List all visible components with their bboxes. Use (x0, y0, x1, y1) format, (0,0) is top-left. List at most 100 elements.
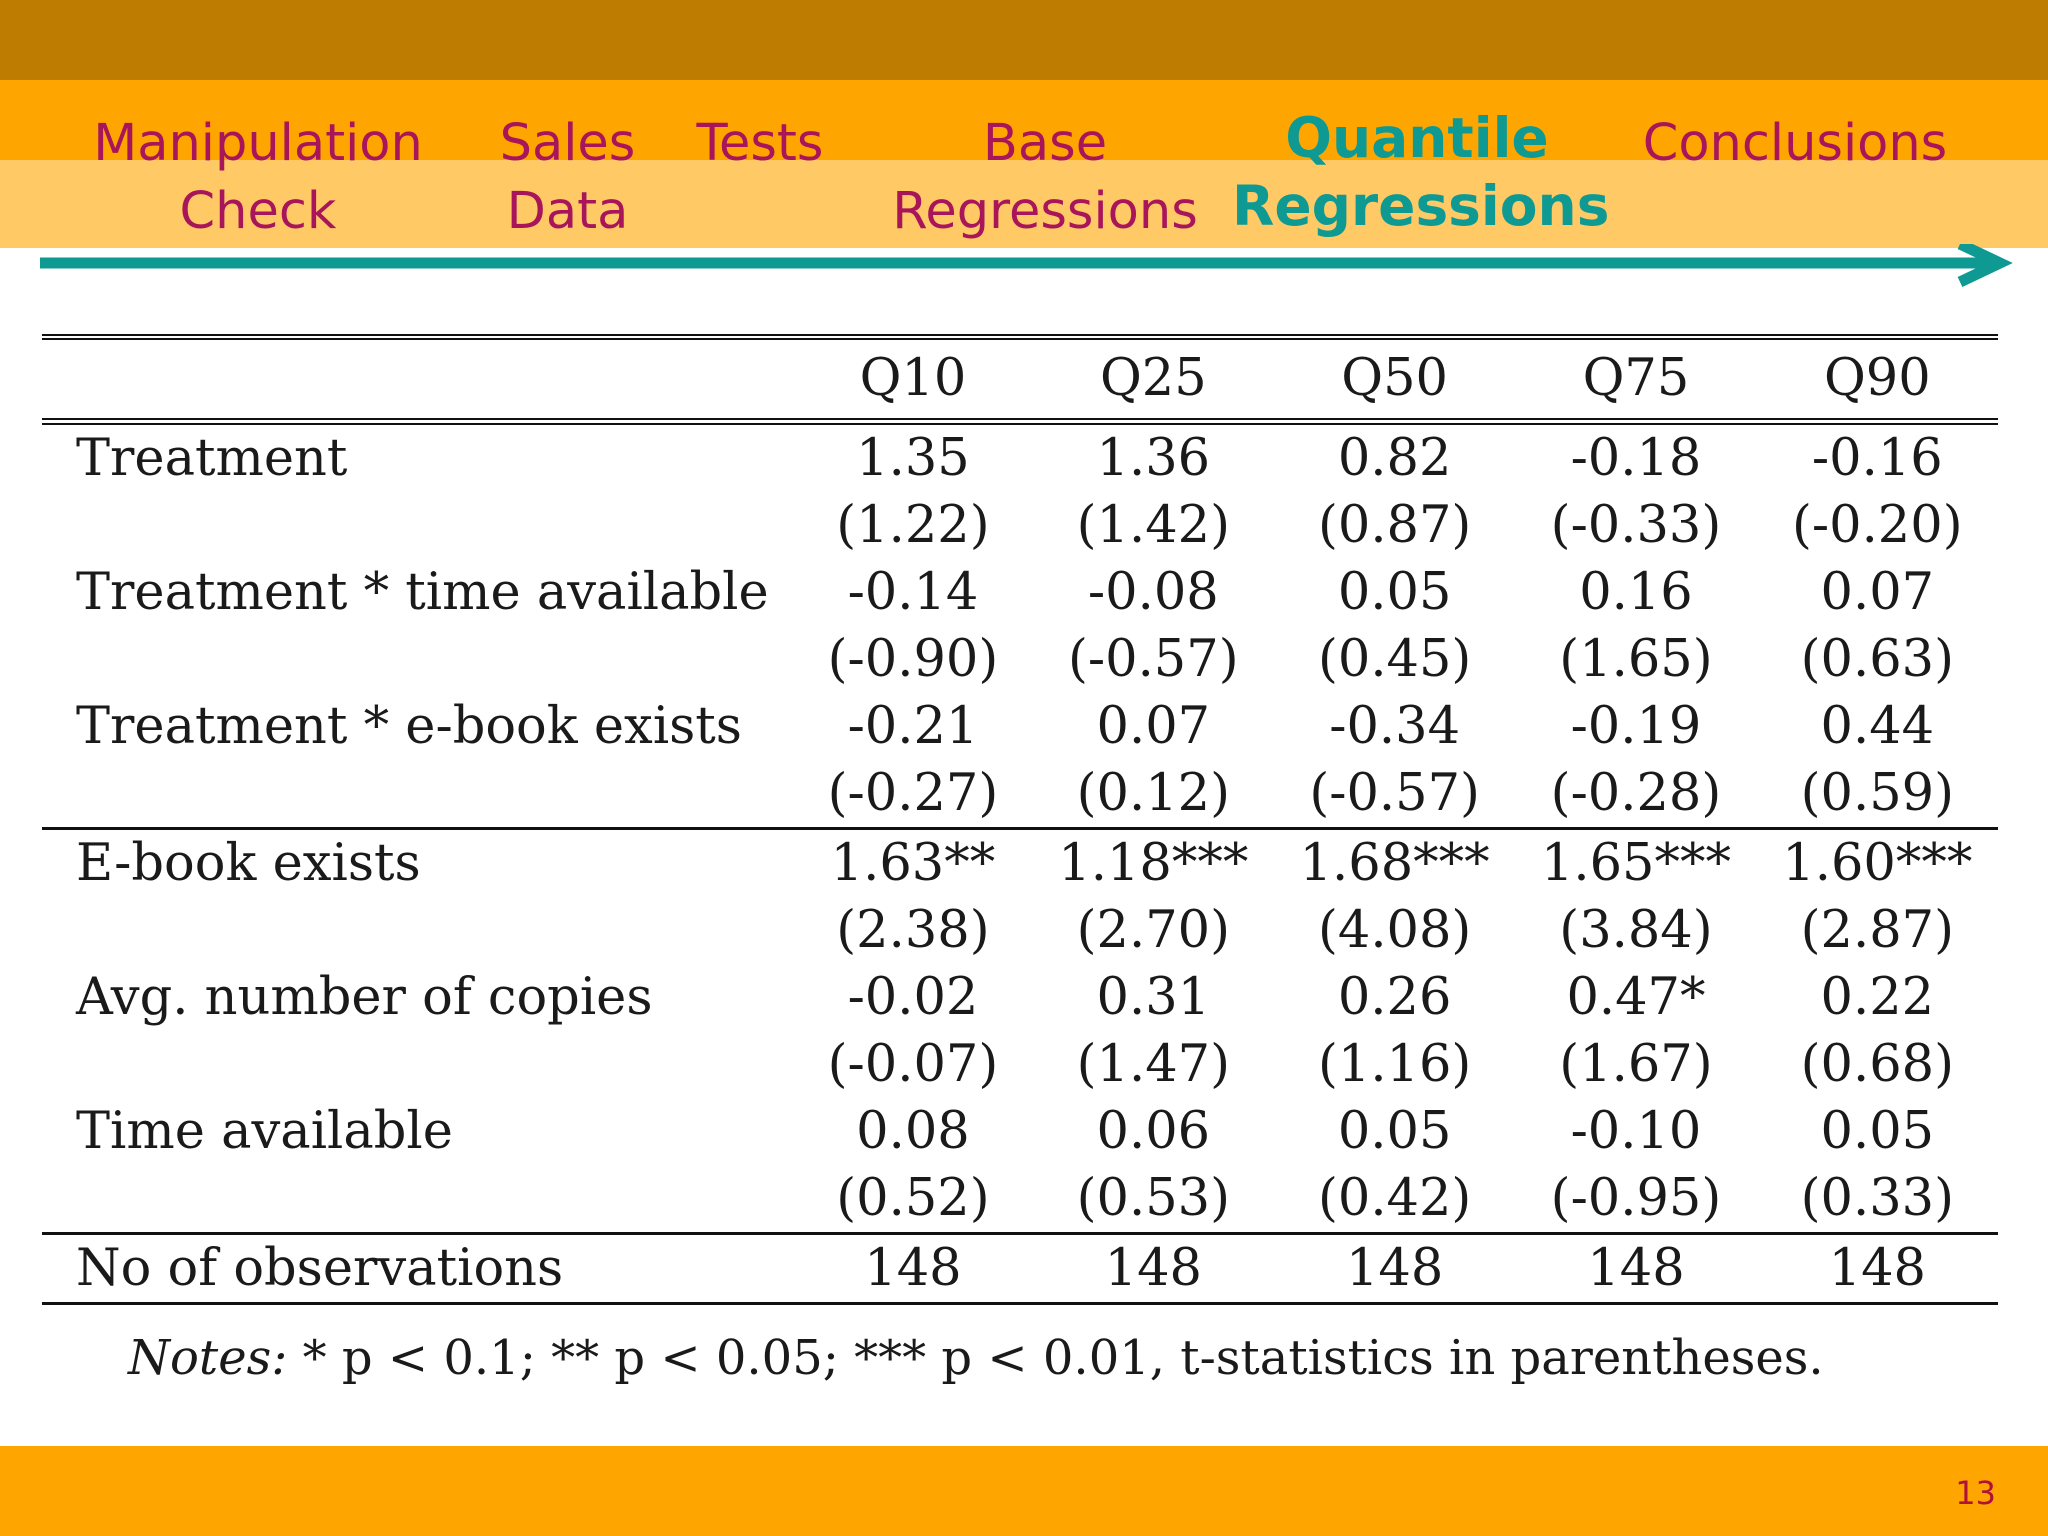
row-label: Treatment * e-book exists (76, 697, 742, 756)
table-cell: 0.08 (856, 1102, 970, 1161)
table-row: (-0.07) (1.47) (1.16) (1.67) (0.68) (42, 1031, 1998, 1098)
table-cell: (-0.57) (1068, 630, 1239, 689)
table-cell: (-0.07) (827, 1035, 999, 1094)
table-cell: 0.16 (1579, 563, 1693, 622)
nav-item-line2: Tests (696, 114, 824, 173)
table-row: (2.38) (2.70) (4.08) (3.84) (2.87) (42, 897, 1998, 964)
row-label: No of observations (76, 1239, 564, 1298)
table-cell: (-0.28) (1550, 764, 1722, 823)
row-label (42, 1031, 793, 1098)
table-cell: (3.84) (1559, 901, 1713, 960)
table-header-row: Q10 Q25 Q50 Q75 Q90 (42, 337, 1998, 422)
header-band-dark (0, 0, 2048, 80)
table-cell: 0.44 (1820, 697, 1935, 756)
table-cell: (4.08) (1317, 901, 1472, 960)
table-cell: 0.47* (1566, 968, 1706, 1027)
nav-item-line1: Quantile (1285, 106, 1549, 170)
table-row: (0.52) (0.53) (0.42) (-0.95) (0.33) (42, 1165, 1998, 1234)
table-cell: (2.38) (836, 901, 990, 960)
row-label: Treatment (76, 429, 348, 488)
row-label (42, 760, 793, 829)
table-cell: 1.60*** (1782, 834, 1973, 893)
nav-item-sales-data[interactable]: Sales Data (480, 110, 655, 246)
nav-item-line2: Data (506, 182, 629, 241)
column-header: Q50 (1341, 349, 1448, 408)
table-cell: -0.18 (1570, 429, 1702, 488)
table-row: Avg. number of copies -0.02 0.31 0.26 0.47* 0… (42, 964, 1998, 1031)
table-cell: 0.05 (1337, 563, 1452, 622)
table-cell: 0.26 (1337, 968, 1452, 1027)
column-header: Q10 (859, 349, 967, 408)
table-cell: 1.35 (856, 429, 970, 488)
table-row: (-0.90) (-0.57) (0.45) (1.65) (0.63) (42, 626, 1998, 693)
table-row: (-0.27) (0.12) (-0.57) (-0.28) (0.59) (42, 760, 1998, 829)
table-cell: 0.07 (1096, 697, 1211, 756)
quantile-regression-table: Q10 Q25 Q50 Q75 Q90 Treatment 1.35 1.36 0.8… (42, 334, 1998, 1305)
table-row: Time available 0.08 0.06 0.05 -0.10 0.05 (42, 1098, 1998, 1165)
table-cell: -0.21 (847, 697, 979, 756)
table-cell: (0.68) (1800, 1035, 1954, 1094)
table-cell: (-0.27) (827, 764, 999, 823)
table-cell: 148 (864, 1239, 962, 1298)
nav-item-manipulation-check[interactable]: Manipulation Check (78, 110, 438, 246)
table-cell: (0.53) (1076, 1169, 1230, 1228)
table-cell: 148 (1104, 1239, 1202, 1298)
table-cell: (1.22) (836, 496, 990, 555)
table-row: Treatment * e-book exists -0.21 0.07 -0.34 -… (42, 693, 1998, 760)
nav-item-tests[interactable]: Tests (680, 110, 840, 178)
nav-item-base-regressions[interactable]: Base Regressions (880, 110, 1210, 246)
table-row: E-book exists 1.63** 1.18*** 1.68*** 1.65***… (42, 828, 1998, 898)
table-cell: (-0.33) (1550, 496, 1722, 555)
table-cell: 1.63** (830, 834, 996, 893)
table-cell: 0.06 (1096, 1102, 1211, 1161)
table-cell: (1.65) (1559, 630, 1713, 689)
table-cell: 0.05 (1337, 1102, 1452, 1161)
table-cell: (0.33) (1800, 1169, 1954, 1228)
table-cell: (0.45) (1317, 630, 1472, 689)
page-number: 13 (1955, 1474, 1996, 1512)
row-label: Treatment * time available (76, 563, 769, 622)
nav-item-line1: Manipulation (93, 114, 423, 173)
table-cell: (1.67) (1559, 1035, 1713, 1094)
table-cell: (0.59) (1800, 764, 1954, 823)
table-cell: (-0.57) (1309, 764, 1480, 823)
nav-item-line2: Conclusions (1642, 114, 1948, 173)
nav-item-line2: Regressions (892, 182, 1198, 241)
table-cell: -0.16 (1811, 429, 1943, 488)
table-cell: -0.19 (1570, 697, 1702, 756)
table-cell: 1.68*** (1299, 834, 1490, 893)
table-cell: -0.34 (1329, 697, 1461, 756)
nav-item-quantile-regressions[interactable]: Quantile Regressions (1232, 104, 1610, 240)
table-cell: 0.82 (1337, 429, 1452, 488)
table-cell: 148 (1587, 1239, 1685, 1298)
nav-item-conclusions[interactable]: Conclusions (1630, 110, 1960, 178)
table-notes: Notes: * p < 0.1; ** p < 0.05; *** p < 0… (128, 1330, 2008, 1386)
row-label: E-book exists (76, 834, 421, 893)
row-label (42, 897, 793, 964)
header-band-light (0, 160, 2048, 248)
table-cell: -0.10 (1570, 1102, 1702, 1161)
table-cell: 0.07 (1820, 563, 1935, 622)
table-cell: (0.87) (1317, 496, 1472, 555)
nav-item-line1: Sales (499, 114, 636, 173)
table-cell: 148 (1345, 1239, 1444, 1298)
row-label: Avg. number of copies (76, 968, 653, 1027)
column-header: Q90 (1823, 349, 1931, 408)
header-band-mid (0, 80, 2048, 160)
table-cell: -0.14 (847, 563, 979, 622)
nav-item-line2: Regressions (1232, 174, 1610, 238)
row-label (42, 492, 793, 559)
table-cell: (-0.20) (1792, 496, 1963, 555)
table-cell: 0.22 (1820, 968, 1935, 1027)
notes-lead: Notes: (128, 1330, 288, 1386)
nav-item-line1: Base (982, 114, 1108, 173)
row-label: Time available (76, 1102, 453, 1161)
table-cell: (2.70) (1076, 901, 1230, 960)
row-label (42, 626, 793, 693)
column-header: Q75 (1582, 349, 1690, 408)
table-cell: 148 (1828, 1239, 1926, 1298)
table-cell: (0.52) (836, 1169, 990, 1228)
table-cell: (0.42) (1317, 1169, 1472, 1228)
notes-text: * p < 0.1; ** p < 0.05; *** p < 0.01, t-… (287, 1330, 1824, 1386)
header-empty (42, 337, 793, 422)
